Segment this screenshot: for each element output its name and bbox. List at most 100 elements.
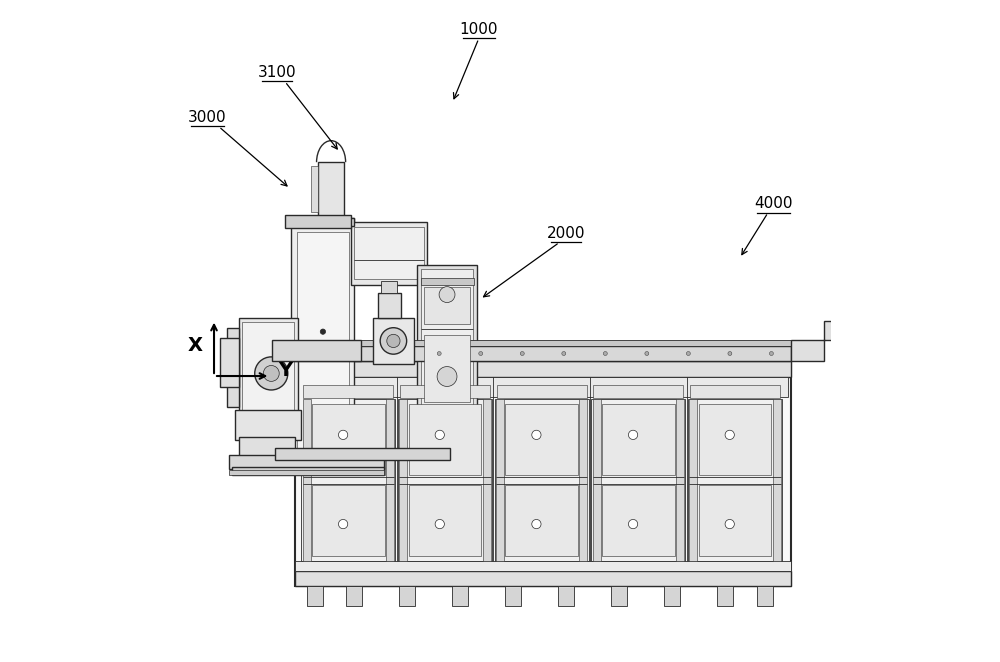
Bar <box>409 404 481 475</box>
Bar <box>312 485 385 556</box>
Bar <box>505 485 578 556</box>
Bar <box>229 470 384 475</box>
Circle shape <box>628 520 638 529</box>
Bar <box>311 166 318 212</box>
Bar <box>239 437 295 460</box>
Circle shape <box>338 520 348 529</box>
Circle shape <box>437 352 441 355</box>
Bar <box>689 399 697 561</box>
Bar <box>399 399 407 561</box>
Bar <box>229 455 384 469</box>
Circle shape <box>338 430 348 440</box>
Bar <box>690 385 780 398</box>
Bar <box>378 293 401 318</box>
Circle shape <box>769 352 773 355</box>
Bar <box>688 399 782 561</box>
Bar <box>452 586 468 606</box>
Bar <box>757 586 773 606</box>
Bar <box>400 385 490 398</box>
Bar <box>288 218 354 226</box>
Bar <box>285 215 351 228</box>
Circle shape <box>532 520 541 529</box>
Bar <box>295 361 791 586</box>
Bar <box>496 399 504 561</box>
Circle shape <box>562 352 566 355</box>
Bar <box>602 485 675 556</box>
Circle shape <box>313 352 317 355</box>
Text: X: X <box>188 336 203 355</box>
Bar <box>591 399 685 561</box>
Circle shape <box>380 328 407 354</box>
Bar <box>307 586 323 606</box>
Bar <box>558 586 574 606</box>
Circle shape <box>603 352 607 355</box>
Circle shape <box>725 430 734 440</box>
Bar <box>291 340 791 346</box>
Bar <box>424 287 470 324</box>
Circle shape <box>396 352 400 355</box>
Bar <box>291 346 791 361</box>
Text: 4000: 4000 <box>754 197 793 211</box>
Bar <box>602 404 675 475</box>
Text: 3000: 3000 <box>188 111 227 125</box>
Bar <box>295 561 791 571</box>
Bar <box>291 218 354 470</box>
Bar <box>301 399 395 561</box>
Circle shape <box>645 352 649 355</box>
Bar <box>497 385 587 398</box>
Bar <box>295 361 791 377</box>
Bar <box>298 377 788 397</box>
Text: Y: Y <box>278 361 292 380</box>
Bar <box>409 485 481 556</box>
Bar <box>220 338 239 387</box>
Bar <box>421 278 474 285</box>
Bar <box>297 232 349 457</box>
Bar <box>593 385 683 398</box>
Bar <box>593 399 601 561</box>
Bar <box>611 586 627 606</box>
Bar <box>354 227 424 279</box>
Bar <box>275 448 450 460</box>
Bar <box>318 162 344 218</box>
Bar <box>373 318 414 364</box>
Bar <box>312 404 385 475</box>
Bar <box>303 399 311 561</box>
Circle shape <box>628 430 638 440</box>
Bar <box>773 399 781 561</box>
Bar <box>227 328 239 407</box>
Bar <box>579 399 587 561</box>
Bar <box>295 571 791 586</box>
Circle shape <box>479 352 483 355</box>
Bar <box>239 318 298 414</box>
Bar <box>699 485 771 556</box>
Bar <box>421 269 473 410</box>
Circle shape <box>437 367 457 387</box>
Circle shape <box>435 430 444 440</box>
Bar <box>351 222 427 285</box>
Bar <box>272 340 361 361</box>
Circle shape <box>320 329 326 334</box>
Bar <box>424 335 470 402</box>
Circle shape <box>728 352 732 355</box>
Circle shape <box>255 357 288 390</box>
Bar <box>495 399 589 561</box>
Bar <box>235 410 301 440</box>
Polygon shape <box>791 321 836 361</box>
Bar <box>483 399 491 561</box>
Bar <box>398 399 492 561</box>
Circle shape <box>725 520 734 529</box>
Bar <box>417 265 477 414</box>
Text: 3100: 3100 <box>258 66 296 80</box>
Bar <box>676 399 684 561</box>
Bar <box>505 404 578 475</box>
Bar <box>699 404 771 475</box>
Bar <box>386 399 394 561</box>
Circle shape <box>435 520 444 529</box>
Bar <box>346 586 362 606</box>
Circle shape <box>387 334 400 348</box>
Circle shape <box>520 352 524 355</box>
Circle shape <box>532 430 541 440</box>
Text: 1000: 1000 <box>460 23 498 37</box>
Bar <box>505 586 521 606</box>
Circle shape <box>263 365 279 381</box>
